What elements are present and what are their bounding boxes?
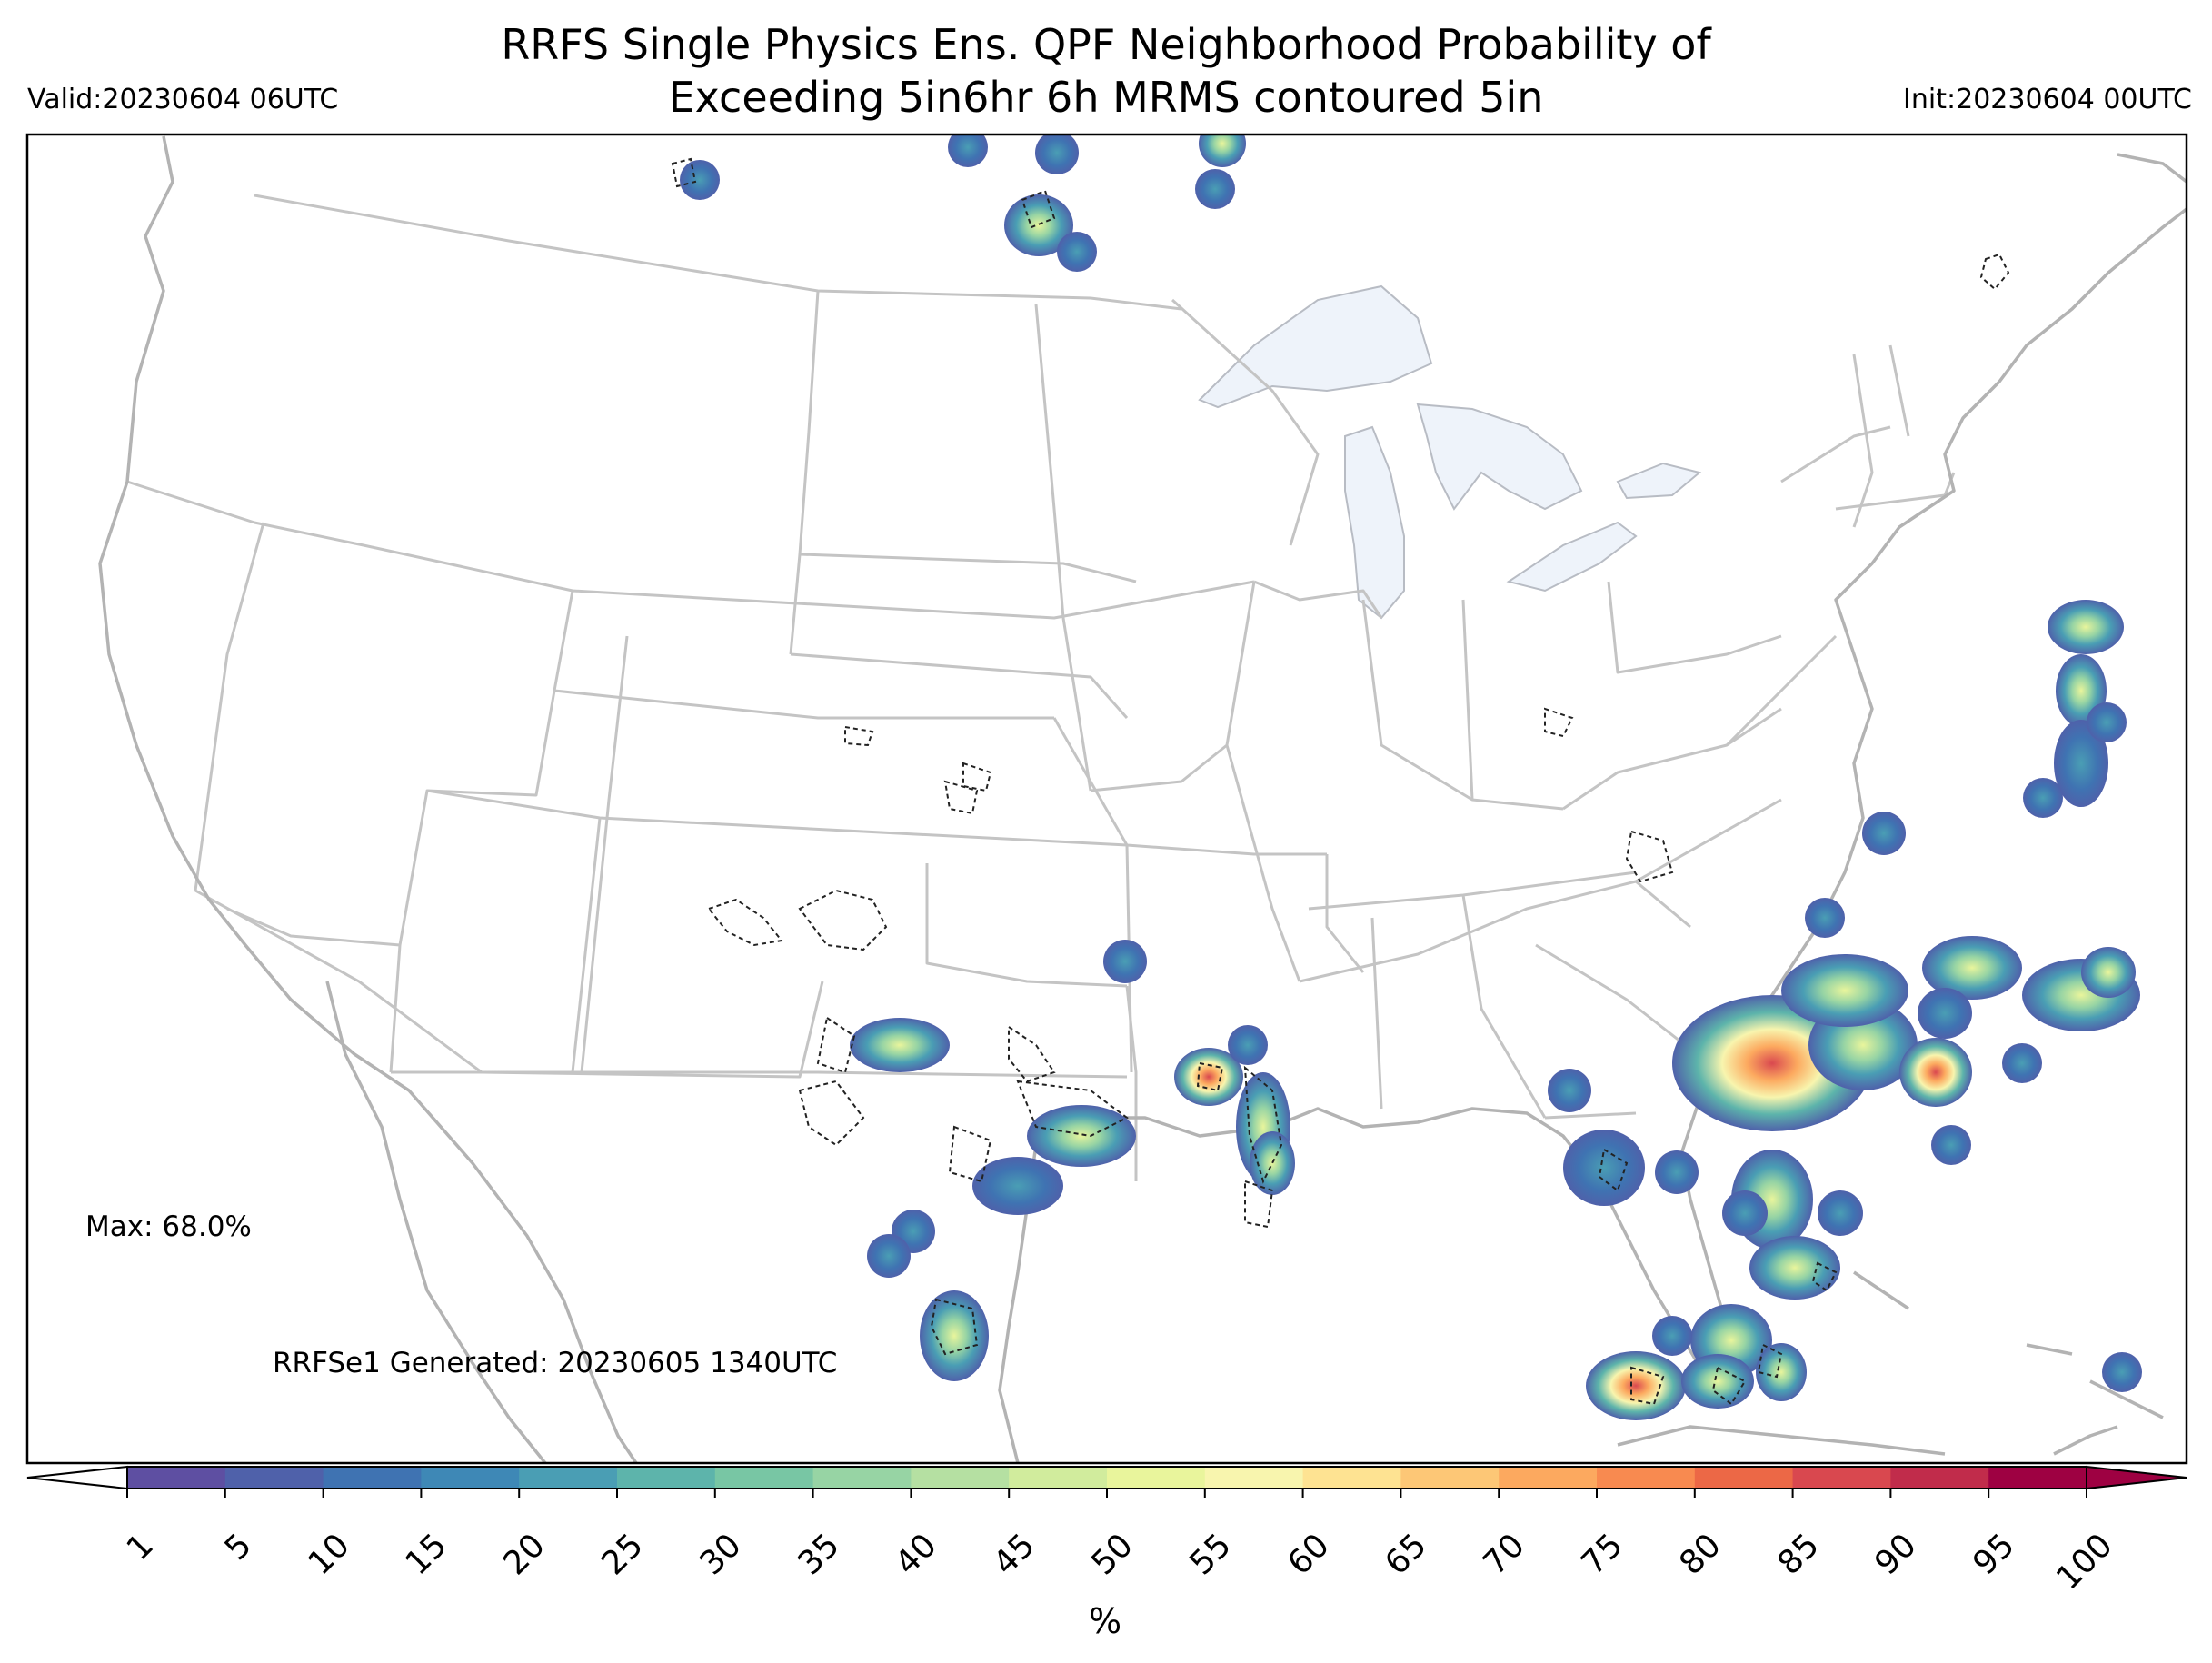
colorbar-cell (1694, 1467, 1794, 1489)
map-frame (25, 133, 2188, 1465)
colorbar-cell (1499, 1467, 1598, 1489)
colorbar-cells (127, 1467, 2087, 1489)
colorbar-cell (1890, 1467, 1989, 1489)
valid-time-label: Valid:20230604 06UTC (27, 84, 339, 115)
state-borders (126, 194, 1956, 1181)
colorbar-cell (224, 1467, 324, 1489)
colorbar-under-arrow (26, 1465, 128, 1490)
colorbar-cell (519, 1467, 618, 1489)
colorbar-cell (421, 1467, 520, 1489)
chart-title-line-1: RRFS Single Physics Ens. QPF Neighborhoo… (501, 20, 1711, 69)
colorbar-cell (127, 1467, 226, 1489)
chart-title-line-2: Exceeding 5in6hr 6h MRMS contoured 5in (668, 73, 1544, 122)
probability-blobs (680, 134, 2142, 1420)
coastline (98, 135, 2187, 1463)
colorbar-cell (323, 1467, 422, 1489)
colorbar-cell (714, 1467, 814, 1489)
colorbar-cell (617, 1467, 716, 1489)
colorbar-cell (1009, 1467, 1108, 1489)
colorbar-cell (1792, 1467, 1891, 1489)
colorbar-tick-marks (126, 1489, 2087, 1498)
colorbar-cell (1400, 1467, 1500, 1489)
colorbar-cell (1597, 1467, 1696, 1489)
colorbar-cell (812, 1467, 912, 1489)
colorbar-cell (1302, 1467, 1401, 1489)
colorbar-cell (1988, 1467, 2087, 1489)
init-time-label: Init:20230604 00UTC (1903, 84, 2192, 115)
map-background (27, 134, 2187, 1463)
colorbar-cell (1204, 1467, 1304, 1489)
max-value-label: Max: 68.0% (85, 1210, 252, 1243)
colorbar-cell (911, 1467, 1010, 1489)
colorbar-over-arrow (2086, 1465, 2187, 1490)
colorbar-cell (1107, 1467, 1206, 1489)
colorbar (26, 1465, 2187, 1498)
mrms-5in-contours (671, 157, 2010, 1406)
colorbar-unit-label: % (1089, 1601, 1122, 1641)
generated-label: RRFSe1 Generated: 20230605 1340UTC (273, 1347, 838, 1379)
